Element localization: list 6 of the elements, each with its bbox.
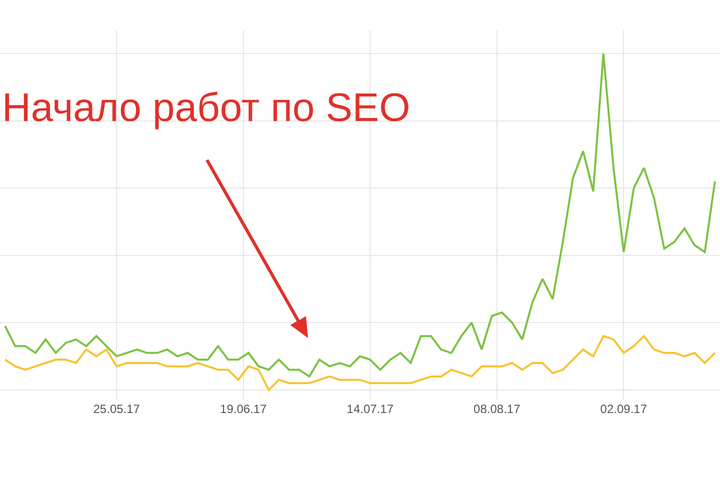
x-tick-label: 14.07.17: [346, 402, 394, 416]
x-tick-label: 25.05.17: [93, 402, 140, 416]
annotation: Начало работ по SEO: [2, 86, 410, 130]
x-tick-label: 02.09.17: [600, 402, 648, 416]
x-tick-label: 19.06.17: [220, 402, 268, 416]
x-tick-label: 08.08.17: [474, 402, 521, 416]
